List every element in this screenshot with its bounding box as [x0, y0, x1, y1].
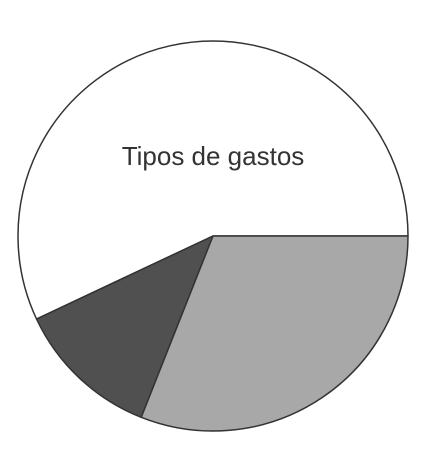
pie-slice-2 — [35, 235, 214, 419]
chart-title: Tipos de gastos — [122, 141, 305, 171]
pie-slices — [17, 40, 409, 432]
pie-slice-1 — [140, 235, 409, 432]
pie-slice-0 — [17, 40, 409, 320]
